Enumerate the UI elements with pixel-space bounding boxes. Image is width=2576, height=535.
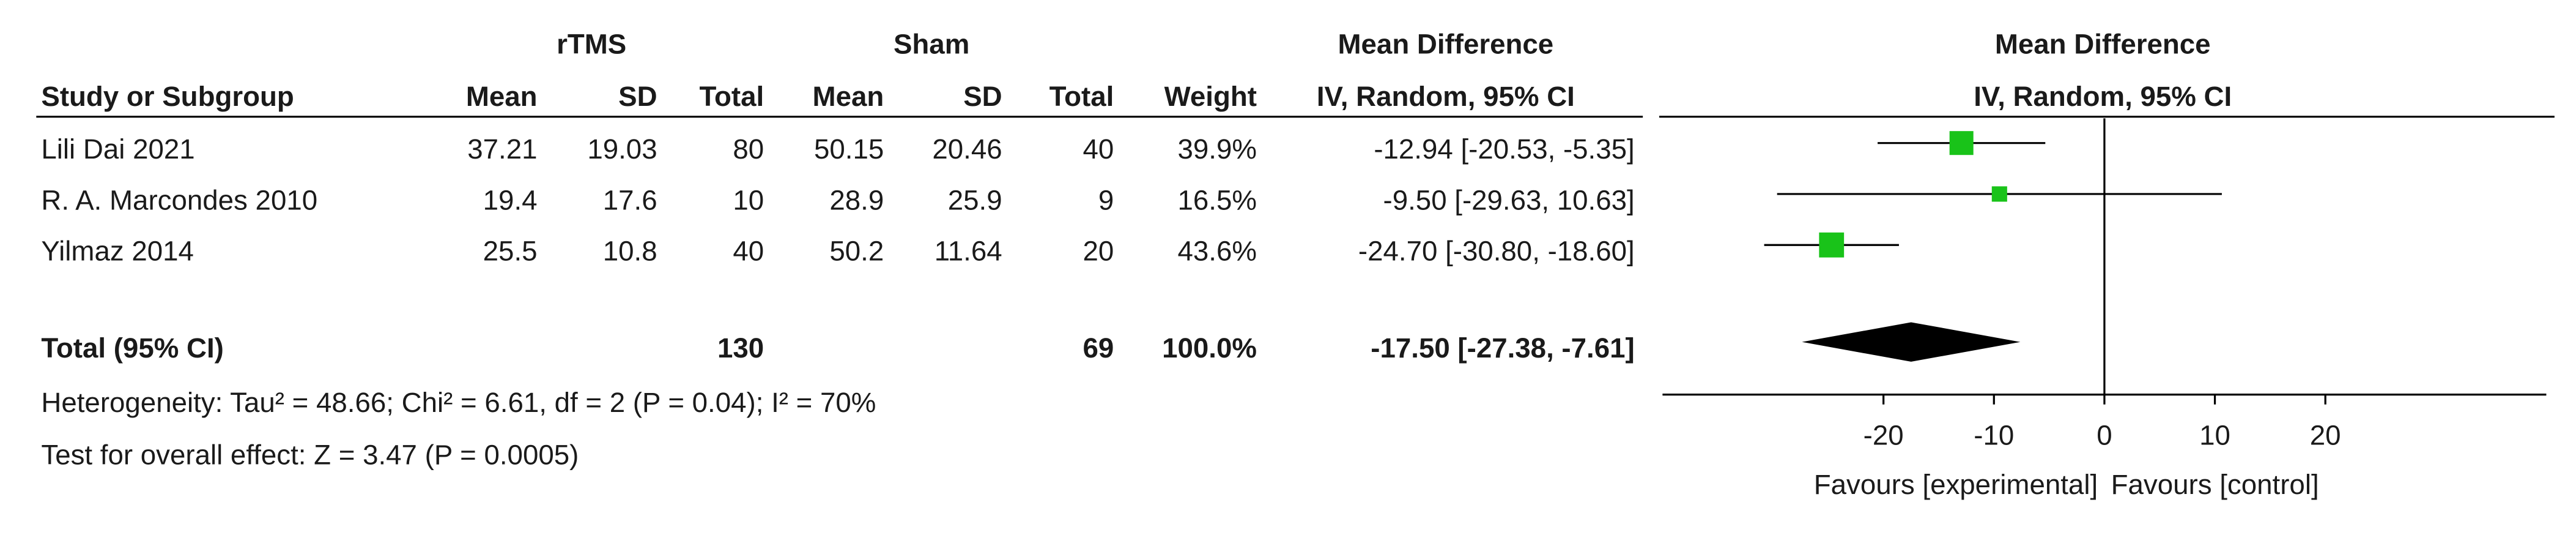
x-tick-label: 20 (2310, 420, 2341, 451)
study-name: R. A. Marcondes 2010 (41, 184, 317, 215)
total-weight: 100.0% (1162, 332, 1257, 364)
rtms-cell: 10.8 (603, 236, 657, 267)
plot-header: Mean Difference (1995, 28, 2211, 59)
rtms-cell: 10 (733, 184, 764, 215)
x-tick-label: -10 (1974, 420, 2014, 451)
heterogeneity: Heterogeneity: Tau² = 48.66; Chi² = 6.61… (41, 387, 876, 418)
column-header: Total (700, 81, 764, 112)
study-marker (1949, 131, 1974, 155)
md-cell: -9.50 [-29.63, 10.63] (1383, 184, 1635, 215)
rtms-cell: 80 (733, 133, 764, 165)
study-marker (1991, 186, 2007, 202)
total-rtms: 130 (717, 332, 764, 364)
column-header: Study or Subgroup (41, 81, 294, 112)
sham-cell: 25.9 (948, 184, 1002, 215)
favours-left: Favours [experimental] (1814, 469, 2098, 500)
sham-cell: 28.9 (829, 184, 884, 215)
md-subheader: IV, Random, 95% CI (1317, 81, 1575, 112)
rtms-cell: 19.4 (483, 184, 538, 215)
study-marker (1819, 232, 1845, 258)
favours-right: Favours [control] (2111, 469, 2319, 500)
study-name: Yilmaz 2014 (41, 236, 194, 267)
md-cell: -12.94 [-20.53, -5.35] (1374, 133, 1634, 165)
total-sham: 69 (1083, 332, 1114, 364)
rtms-cell: 40 (733, 236, 764, 267)
column-header: Total (1049, 81, 1114, 112)
sham-cell: 9 (1098, 184, 1114, 215)
group-header: rTMS (557, 28, 626, 59)
weight-cell: 16.5% (1177, 184, 1256, 215)
total-name: Total (95% CI) (41, 332, 223, 364)
x-tick-label: -20 (1864, 420, 1904, 451)
sham-cell: 20.46 (932, 133, 1002, 165)
summary-diamond (1802, 322, 2021, 362)
sham-cell: 11.64 (935, 236, 1002, 267)
column-header: Weight (1164, 81, 1257, 112)
sham-cell: 40 (1083, 133, 1114, 165)
column-header: Mean (813, 81, 884, 112)
plot-subheader: IV, Random, 95% CI (1974, 81, 2232, 112)
md-header: Mean Difference (1338, 28, 1554, 59)
study-name: Lili Dai 2021 (41, 133, 194, 165)
sham-cell: 50.2 (829, 236, 884, 267)
column-header: Mean (466, 81, 538, 112)
x-tick-label: 10 (2199, 420, 2230, 451)
md-cell: -24.70 [-30.80, -18.60] (1358, 236, 1635, 267)
total-md: -17.50 [-27.38, -7.61] (1371, 332, 1634, 364)
rtms-cell: 19.03 (587, 133, 657, 165)
weight-cell: 43.6% (1177, 236, 1256, 267)
column-header: SD (618, 81, 657, 112)
rtms-cell: 25.5 (483, 236, 538, 267)
group-header: Sham (894, 28, 969, 59)
column-header: SD (963, 81, 1002, 112)
sham-cell: 20 (1083, 236, 1114, 267)
x-tick-label: 0 (2097, 420, 2112, 451)
rtms-cell: 17.6 (603, 184, 657, 215)
weight-cell: 39.9% (1177, 133, 1256, 165)
sham-cell: 50.15 (814, 133, 884, 165)
overall-effect: Test for overall effect: Z = 3.47 (P = 0… (41, 440, 579, 471)
rtms-cell: 37.21 (467, 133, 537, 165)
